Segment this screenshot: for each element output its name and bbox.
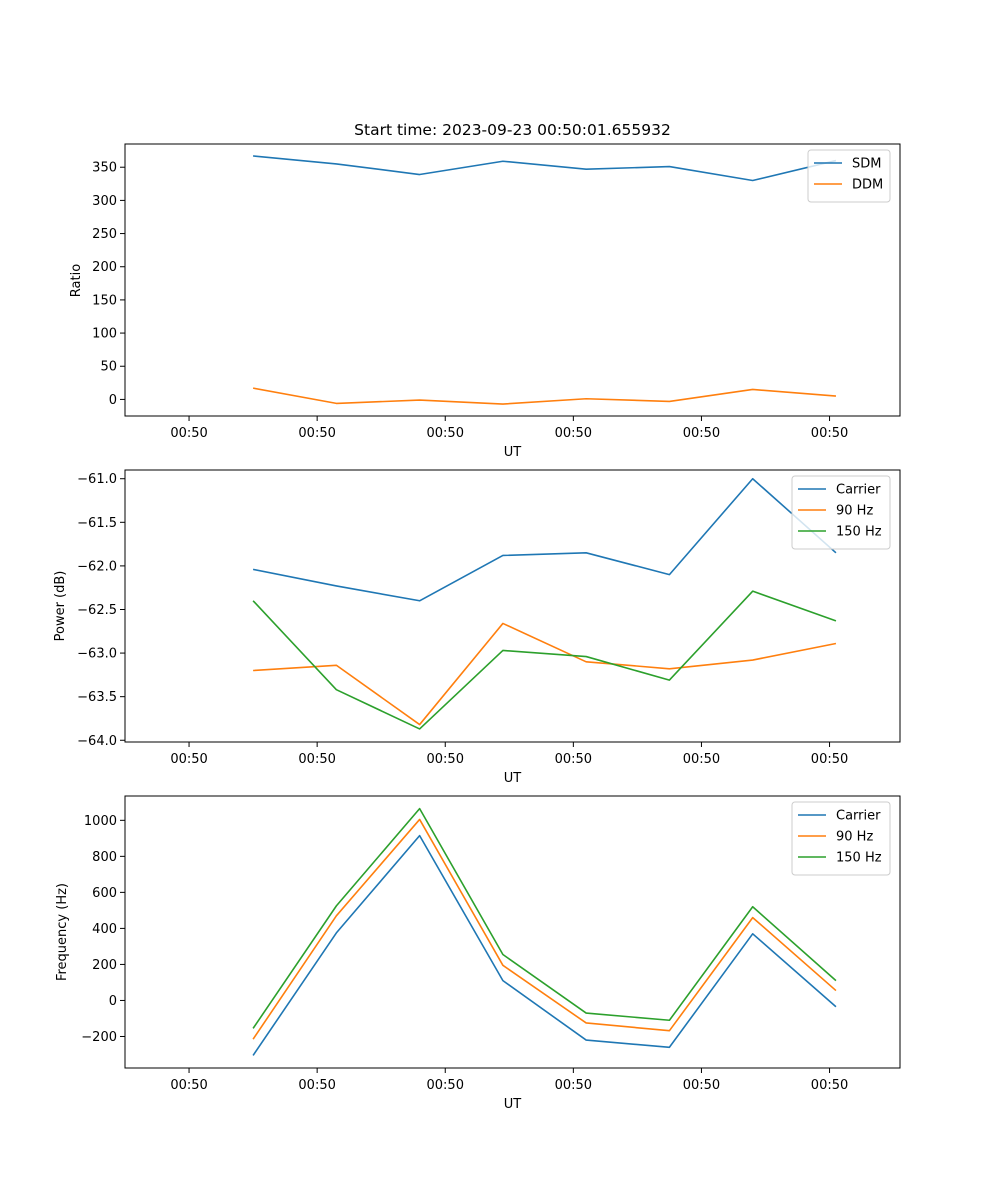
power-y-tick-label: −63.5 [77, 690, 117, 705]
ratio-x-tick-label: 00:50 [427, 426, 464, 441]
ratio-y-axis-label: Ratio [69, 264, 84, 297]
frequency-x-tick-label: 00:50 [170, 1078, 207, 1093]
power-chart: 00:50 00:50 00:50 00:50 00:50 00:50 −64.0 −63.5… [53, 469, 901, 786]
frequency-chart: 00:50 00:50 00:50 00:50 00:50 00:50 −200 0 200 40… [55, 795, 901, 1112]
frequency-series-carrier-line [252, 834, 837, 1056]
power-y-tick-label: −61.0 [77, 472, 117, 487]
frequency-legend-label: 90 Hz [836, 830, 873, 845]
ratio-y-tick-label: 0 [109, 393, 117, 408]
frequency-y-tick-label: 600 [92, 886, 117, 901]
power-legend-label: Carrier [836, 483, 881, 498]
power-x-tick-label: 00:50 [555, 752, 592, 767]
power-legend-label: 150 Hz [836, 525, 882, 540]
chart-title: Start time: 2023-09-23 00:50:01.655932 [354, 121, 671, 139]
power-series-carrier-line [252, 477, 837, 602]
frequency-y-tick-label: 0 [109, 994, 117, 1009]
power-x-tick-label: 00:50 [427, 752, 464, 767]
frequency-x-tick-label: 00:50 [555, 1078, 592, 1093]
frequency-y-tick-label: 1000 [84, 814, 117, 829]
ratio-y-tick-label: 150 [92, 293, 117, 308]
ratio-axes: 00:50 00:50 00:50 00:50 00:50 00:50 0 50 100 150 2… [92, 143, 901, 441]
ratio-x-axis-label: UT [504, 445, 522, 460]
power-legend-label: 90 Hz [836, 504, 873, 519]
ratio-plot-frame [124, 143, 901, 417]
power-series-150-hz-line [252, 590, 837, 730]
frequency-y-tick-label: 400 [92, 922, 117, 937]
frequency-series [252, 807, 837, 1056]
power-x-tick-label: 00:50 [170, 752, 207, 767]
power-y-tick-label: −63.0 [77, 647, 117, 662]
ratio-y-tick-label: 50 [100, 360, 117, 375]
ratio-x-tick-label: 00:50 [683, 426, 720, 441]
power-y-tick-label: −61.5 [77, 516, 117, 531]
frequency-x-tick-label: 00:50 [811, 1078, 848, 1093]
frequency-legend-label: Carrier [836, 809, 881, 824]
ratio-legend: SDM DDM [807, 149, 891, 203]
ratio-series-ddm-line [252, 387, 837, 405]
power-y-axis-label: Power (dB) [53, 571, 68, 642]
power-y-tick-label: −64.0 [77, 734, 117, 749]
power-legend: Carrier 90 Hz 150 Hz [791, 475, 891, 550]
ratio-x-tick-label: 00:50 [298, 426, 335, 441]
frequency-y-tick-label: 200 [92, 958, 117, 973]
power-x-tick-label: 00:50 [298, 752, 335, 767]
power-x-tick-label: 00:50 [683, 752, 720, 767]
ratio-series-sdm-line [253, 155, 837, 182]
power-x-tick-label: 00:50 [811, 752, 848, 767]
frequency-y-axis-label: Frequency (Hz) [55, 883, 70, 981]
frequency-series-150-hz-line [252, 807, 837, 1029]
frequency-legend-label: 150 Hz [836, 851, 882, 866]
ratio-legend-label: SDM [852, 157, 881, 172]
frequency-x-tick-label: 00:50 [427, 1078, 464, 1093]
frequency-x-axis-label: UT [504, 1097, 522, 1112]
ratio-x-tick-label: 00:50 [811, 426, 848, 441]
frequency-plot-frame [124, 795, 901, 1069]
ratio-y-tick-label: 100 [92, 327, 117, 342]
frequency-y-tick-label: 800 [92, 850, 117, 865]
power-series-90-hz-line [253, 622, 837, 726]
frequency-legend: Carrier 90 Hz 150 Hz [791, 801, 891, 876]
frequency-x-tick-label: 00:50 [298, 1078, 335, 1093]
power-y-tick-label: −62.0 [77, 559, 117, 574]
power-series [252, 477, 837, 730]
frequency-series-90-hz-line [252, 818, 837, 1040]
ratio-x-tick-label: 00:50 [170, 426, 207, 441]
ratio-chart: Start time: 2023-09-23 00:50:01.655932 0… [69, 121, 901, 460]
ratio-y-tick-label: 200 [92, 260, 117, 275]
ratio-y-tick-label: 300 [92, 194, 117, 209]
power-plot-frame [124, 469, 901, 743]
ratio-y-tick-label: 250 [92, 227, 117, 242]
frequency-axes: 00:50 00:50 00:50 00:50 00:50 00:50 −200 0 200 40… [81, 795, 901, 1093]
power-axes: 00:50 00:50 00:50 00:50 00:50 00:50 −64.0 −63.5… [77, 469, 901, 767]
ratio-y-tick-label: 350 [92, 161, 117, 176]
ratio-series [252, 155, 837, 405]
frequency-x-tick-label: 00:50 [683, 1078, 720, 1093]
power-y-tick-label: −62.5 [77, 603, 117, 618]
ratio-legend-label: DDM [852, 178, 883, 193]
ratio-x-tick-label: 00:50 [555, 426, 592, 441]
frequency-y-tick-label: −200 [81, 1030, 117, 1045]
power-x-axis-label: UT [504, 771, 522, 786]
